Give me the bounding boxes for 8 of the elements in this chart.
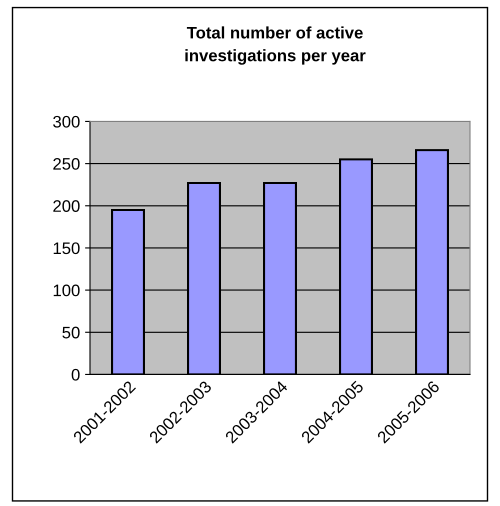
y-tick-label: 100 [54, 284, 80, 296]
y-tick-label: 0 [72, 368, 80, 381]
y-tick-label: 50 [62, 326, 80, 338]
y-tick-label: 300 [53, 116, 80, 128]
chart-title: Total number of active investigations per year [185, 26, 366, 65]
y-tick-label: 150 [54, 242, 80, 254]
y-tick-label: 200 [53, 200, 80, 212]
y-tick-label: 250 [53, 158, 80, 170]
